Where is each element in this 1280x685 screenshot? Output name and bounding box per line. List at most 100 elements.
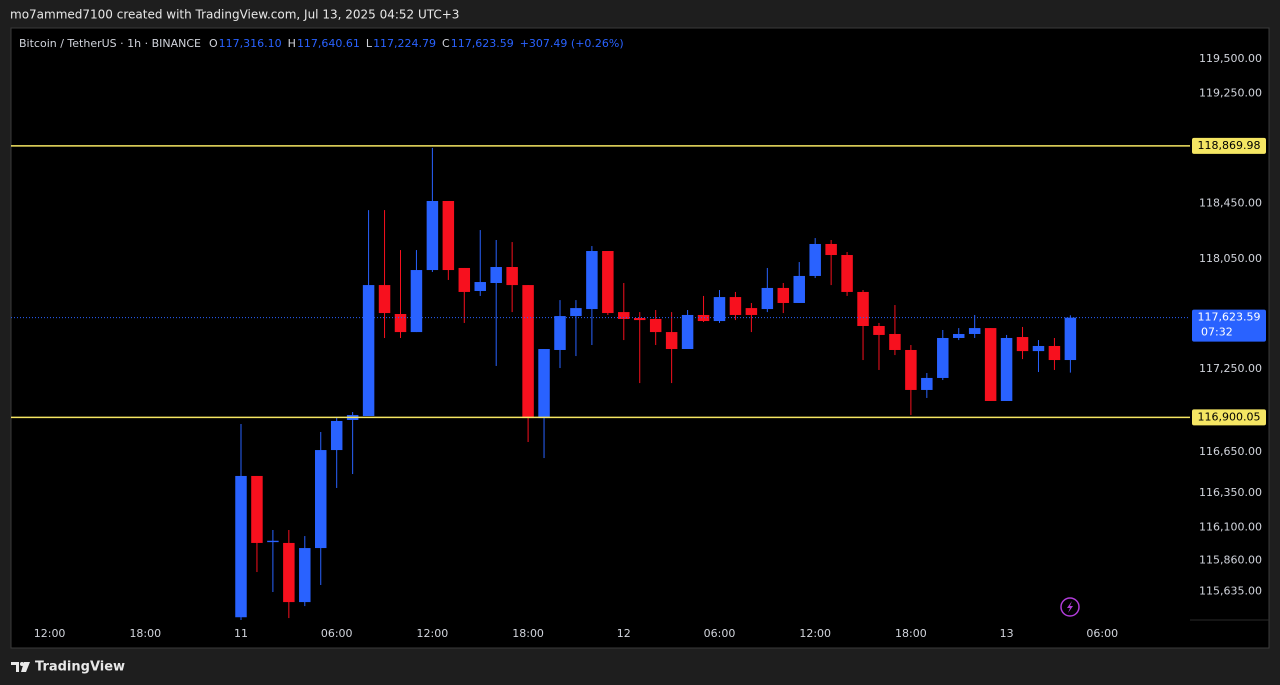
candle-body: [283, 542, 295, 603]
legend-value: 117,316.10: [219, 37, 282, 50]
candle-body: [793, 275, 805, 303]
y-tick-label: 116,100.00: [1199, 521, 1262, 534]
header-text: mo7ammed7100 created with TradingView.co…: [10, 8, 459, 22]
candle-body: [267, 540, 279, 543]
legend-key: O: [209, 37, 218, 50]
candle-body: [649, 318, 662, 333]
x-tick-label: 06:00: [321, 627, 353, 640]
candle-body: [633, 318, 646, 321]
y-tick-label: 115,860.00: [1199, 554, 1262, 567]
candle-body: [937, 337, 949, 378]
candle-body: [1016, 337, 1029, 352]
x-tick-label: 12:00: [34, 627, 66, 640]
candle-body: [1048, 345, 1061, 361]
y-tick-label: 118,050.00: [1199, 252, 1262, 265]
level-label-box: [1192, 409, 1266, 426]
level-label: 116,900.05: [1198, 410, 1261, 423]
candle-body: [809, 243, 821, 276]
candle-body: [458, 267, 471, 292]
y-tick-label: 118,450.00: [1199, 197, 1262, 210]
candle-body: [618, 312, 630, 319]
last-price-label: 117,623.59: [1198, 311, 1261, 324]
last-price-countdown: 07:32: [1201, 326, 1233, 339]
y-tick-label: 116,650.00: [1199, 445, 1262, 458]
x-tick-label: 13: [1000, 627, 1014, 640]
x-tick-label: 12: [617, 627, 631, 640]
x-tick-label: 18:00: [512, 627, 544, 640]
candle-body: [777, 287, 790, 303]
candle-body: [761, 287, 774, 310]
candle-body: [713, 297, 726, 322]
candle-body: [474, 282, 486, 291]
candle-body: [538, 349, 550, 419]
footer-brand: TradingView: [35, 660, 125, 675]
x-tick-label: 12:00: [799, 627, 831, 640]
y-tick-label: 119,250.00: [1199, 86, 1262, 99]
candle-body: [426, 200, 439, 271]
candle-body: [315, 450, 327, 549]
candle-body: [841, 255, 853, 292]
candle-body: [1064, 317, 1077, 361]
x-tick-label: 18:00: [129, 627, 161, 640]
candle-body: [506, 267, 518, 286]
candle-body: [554, 316, 566, 350]
legend-key: H: [288, 37, 296, 50]
logo-part: [11, 662, 19, 672]
candle-body: [857, 291, 869, 326]
candle-body: [235, 475, 247, 618]
level-label-box: [1192, 137, 1266, 154]
candle-body: [378, 285, 391, 314]
candle-body: [921, 377, 933, 390]
candle-body: [889, 333, 901, 350]
x-tick-label: 12:00: [417, 627, 449, 640]
x-tick-label: 11: [234, 627, 248, 640]
symbol: Bitcoin / TetherUS · 1h · BINANCE: [19, 37, 201, 50]
level-label: 118,869.98: [1198, 139, 1261, 152]
candle-body: [394, 314, 407, 333]
candle-body: [490, 267, 502, 283]
alert-circle: [1060, 597, 1080, 617]
y-tick-label: 115,635.00: [1199, 585, 1262, 598]
candle-body: [442, 200, 455, 271]
legend-change: +307.49 (+0.26%): [520, 37, 624, 50]
candle-body: [1032, 345, 1045, 352]
candle-body: [602, 251, 614, 314]
legend-key: C: [442, 37, 450, 50]
candle-body: [968, 328, 981, 334]
candle-body: [362, 285, 375, 417]
y-tick-label: 116,350.00: [1199, 486, 1262, 499]
candle-body: [586, 251, 598, 310]
x-tick-label: 06:00: [1086, 627, 1118, 640]
candle-body: [729, 297, 742, 315]
candle-body: [665, 332, 678, 350]
candle-body: [570, 308, 582, 317]
candle-body: [697, 314, 710, 322]
candle-body: [299, 548, 311, 603]
legend-value: 117,640.61: [297, 37, 360, 50]
legend-value: 117,623.59: [451, 37, 514, 50]
candle-body: [984, 328, 997, 401]
y-tick-label: 117,250.00: [1199, 362, 1262, 375]
legend-value: 117,224.79: [373, 37, 436, 50]
candle-body: [330, 420, 343, 451]
candle-body: [522, 285, 534, 419]
last-price-box: [1192, 309, 1266, 342]
footer-logo: [11, 662, 30, 672]
logo-part: [20, 662, 24, 666]
alert-bolt: [1067, 601, 1073, 613]
candle-body: [745, 308, 758, 315]
x-tick-label: 18:00: [895, 627, 927, 640]
candle-body: [873, 325, 885, 335]
logo-part: [21, 662, 30, 672]
candle-body: [251, 475, 263, 543]
candle-body: [825, 243, 837, 256]
alert-icon: [1060, 597, 1080, 617]
legend-key: L: [366, 37, 373, 50]
legend: Bitcoin / TetherUS · 1h · BINANCE: [19, 37, 201, 50]
candle-body: [410, 270, 423, 333]
candle-body: [905, 349, 917, 390]
candle-body: [681, 314, 694, 350]
x-tick-label: 06:00: [704, 627, 736, 640]
